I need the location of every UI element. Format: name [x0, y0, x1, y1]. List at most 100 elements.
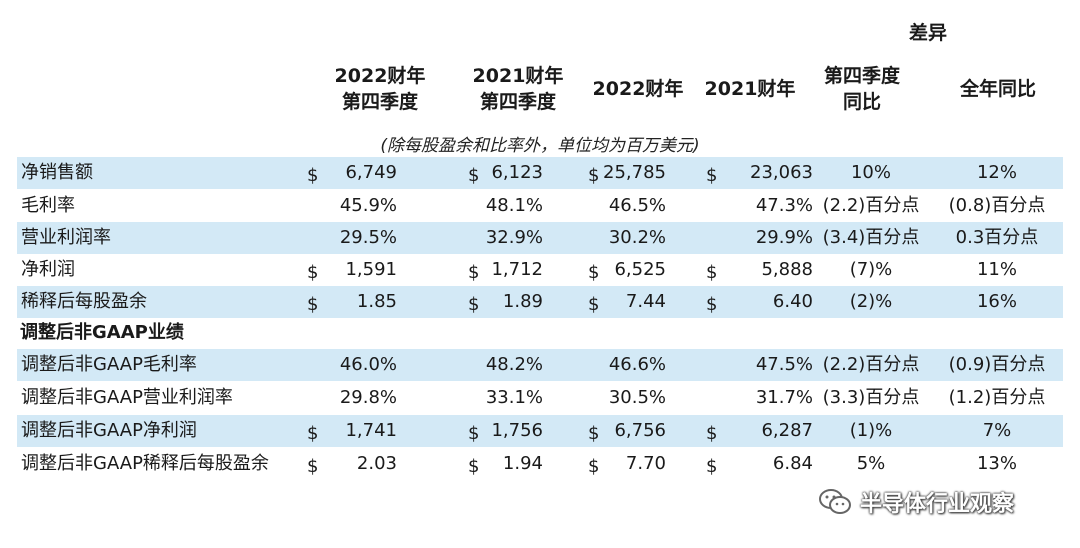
watermark: 半导体行业观察 — [818, 482, 1014, 522]
value-cell-v1: 2.03 — [356, 453, 397, 474]
currency-symbol: $ — [706, 456, 718, 477]
value-cell-v2: 1.94 — [502, 453, 543, 474]
table-row: 净利润 $1,591 $1,712 $6,525 $5,888 (7)% 11% — [17, 254, 1063, 286]
row-label: 稀释后每股盈余 — [21, 291, 147, 312]
currency-symbol: $ — [468, 262, 480, 283]
row-label: 调整后非GAAP毛利率 — [21, 354, 197, 375]
table-row: 稀释后每股盈余 $1.85 $1.89 $7.44 $6.40 (2)% 16% — [17, 286, 1063, 318]
value-cell-v5: (3.4)百分点 — [822, 227, 920, 248]
value-cell-v1: 1,591 — [345, 259, 397, 280]
row-label: 调整后非GAAP稀释后每股盈余 — [21, 453, 269, 474]
value-cell-v2: 1,712 — [491, 259, 543, 280]
value-cell-v6: 0.3百分点 — [955, 227, 1039, 248]
value-cell-v3: 6,756 — [614, 420, 666, 441]
value-cell-v1: 1,741 — [345, 420, 397, 441]
value-cell-v4: 5,888 — [761, 259, 813, 280]
value-cell-v6: 7% — [982, 420, 1012, 441]
value-cell-v1: 29.8% — [339, 387, 397, 408]
value-cell-v1: 6,749 — [345, 162, 397, 183]
table-row: 调整后非GAAP营业利润率 29.8% 33.1% 30.5% 31.7% (3.3)百分… — [17, 382, 1063, 414]
row-label: 调整后非GAAP净利润 — [21, 420, 197, 441]
value-cell-v3: 46.6% — [608, 354, 666, 375]
value-cell-v5: (1)% — [849, 420, 893, 441]
value-cell-v5: (7)% — [849, 259, 893, 280]
value-cell-v2: 33.1% — [485, 387, 543, 408]
currency-symbol: $ — [307, 456, 319, 477]
value-cell-v4: 6,287 — [761, 420, 813, 441]
table-row: 调整后非GAAP毛利率 46.0% 48.2% 46.6% 47.5% (2.2)百分点 (… — [17, 349, 1063, 381]
currency-symbol: $ — [706, 262, 718, 283]
value-cell-v3: 7.70 — [625, 453, 666, 474]
value-cell-v4: 29.9% — [755, 227, 813, 248]
value-cell-v3: 6,525 — [614, 259, 666, 280]
table-row: 净销售额 $6,749 $6,123 $25,785 $23,063 10% 12% — [17, 157, 1063, 189]
section-title: 调整后非GAAP业绩 — [20, 322, 184, 343]
value-cell-v4: 6.84 — [772, 453, 813, 474]
value-cell-v3: 46.5% — [608, 195, 666, 216]
value-cell-v4: 6.40 — [772, 291, 813, 312]
currency-symbol: $ — [307, 423, 319, 444]
value-cell-v5: (3.3)百分点 — [822, 387, 920, 408]
value-cell-v4: 31.7% — [755, 387, 813, 408]
value-cell-v1: 29.5% — [339, 227, 397, 248]
value-cell-v5: (2)% — [849, 291, 893, 312]
value-cell-v5: 10% — [850, 162, 891, 183]
row-label: 净利润 — [21, 259, 75, 280]
value-cell-v2: 1,756 — [491, 420, 543, 441]
value-cell-v5: 5% — [856, 453, 886, 474]
currency-symbol: $ — [588, 423, 600, 444]
value-cell-v2: 32.9% — [485, 227, 543, 248]
table-row: 调整后非GAAP稀释后每股盈余 $2.03 $1.94 $7.70 $6.84 5% 13% — [17, 448, 1063, 480]
value-cell-v1: 45.9% — [339, 195, 397, 216]
currency-symbol: $ — [706, 423, 718, 444]
value-cell-v6: 13% — [976, 453, 1017, 474]
value-cell-v2: 1.89 — [502, 291, 543, 312]
value-cell-v2: 6,123 — [491, 162, 543, 183]
value-cell-v1: 46.0% — [339, 354, 397, 375]
currency-symbol: $ — [706, 165, 718, 186]
value-cell-v4: 47.5% — [755, 354, 813, 375]
value-cell-v2: 48.1% — [485, 195, 543, 216]
currency-symbol: $ — [468, 165, 480, 186]
header-2021-fy: 2021财年 — [704, 78, 796, 100]
currency-symbol: $ — [307, 165, 319, 186]
unit-note: (除每股盈余和比率外，单位均为百万美元) — [380, 136, 700, 156]
currency-symbol: $ — [307, 294, 319, 315]
value-cell-v1: 1.85 — [356, 291, 397, 312]
value-cell-v6: (0.8)百分点 — [948, 195, 1046, 216]
currency-symbol: $ — [706, 294, 718, 315]
table-row: 毛利率 45.9% 48.1% 46.5% 47.3% (2.2)百分点 (0.8)百分点 — [17, 190, 1063, 222]
row-label: 调整后非GAAP营业利润率 — [21, 387, 233, 408]
value-cell-v6: 12% — [976, 162, 1017, 183]
currency-symbol: $ — [588, 294, 600, 315]
currency-symbol: $ — [468, 456, 480, 477]
watermark-text: 半导体行业观察 — [860, 492, 1015, 517]
currency-symbol: $ — [468, 294, 480, 315]
value-cell-v6: (0.9)百分点 — [948, 354, 1046, 375]
header-2021-q4: 2021财年 第四季度 — [472, 65, 564, 113]
table-row: 调整后非GAAP净利润 $1,741 $1,756 $6,756 $6,287 (1)% 7… — [17, 415, 1063, 447]
value-cell-v2: 48.2% — [485, 354, 543, 375]
value-cell-v6: 16% — [976, 291, 1017, 312]
currency-symbol: $ — [468, 423, 480, 444]
value-cell-v4: 23,063 — [750, 162, 813, 183]
currency-symbol: $ — [307, 262, 319, 283]
table-row: 营业利润率 29.5% 32.9% 30.2% 29.9% (3.4)百分点 0.3百分点 — [17, 222, 1063, 254]
header-2022-q4: 2022财年 第四季度 — [334, 65, 426, 113]
header-q4-yoy: 第四季度 同比 — [823, 65, 900, 113]
value-cell-v3: 30.5% — [608, 387, 666, 408]
currency-symbol: $ — [588, 456, 600, 477]
value-cell-v6: (1.2)百分点 — [948, 387, 1046, 408]
wechat-icon — [819, 489, 851, 514]
value-cell-v5: (2.2)百分点 — [822, 354, 920, 375]
value-cell-v3: 7.44 — [625, 291, 666, 312]
value-cell-v5: (2.2)百分点 — [822, 195, 920, 216]
currency-symbol: $ — [588, 165, 600, 186]
value-cell-v4: 47.3% — [755, 195, 813, 216]
row-label: 毛利率 — [21, 195, 75, 216]
header-diff-group: 差异 — [908, 22, 947, 44]
header-fy-yoy: 全年同比 — [959, 78, 1036, 100]
row-label: 净销售额 — [21, 162, 93, 183]
header-2022-fy: 2022财年 — [592, 78, 684, 100]
currency-symbol: $ — [588, 262, 600, 283]
